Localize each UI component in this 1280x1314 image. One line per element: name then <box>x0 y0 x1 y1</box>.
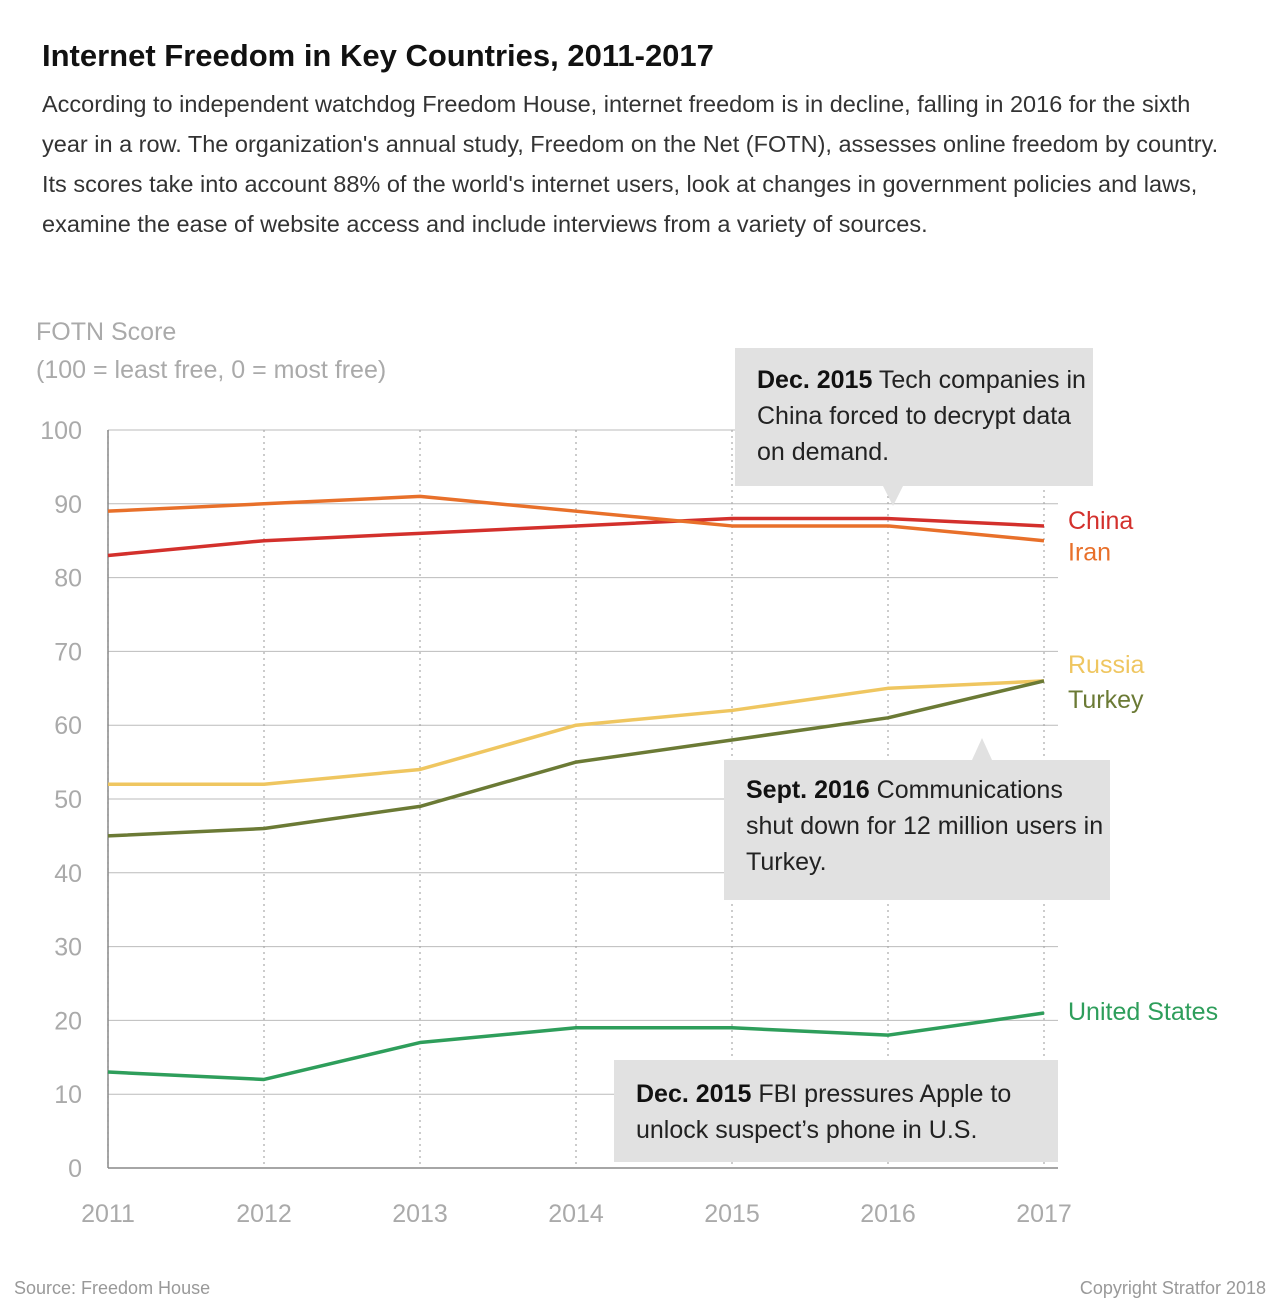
source: Source: Freedom House <box>14 1278 211 1298</box>
series-line <box>108 679 1045 786</box>
y-axis-label: FOTN Score <box>36 318 176 346</box>
annotation: Dec. 2015 FBI pressures Apple to unlock … <box>614 1060 1058 1162</box>
x-tick-label: 2013 <box>392 1200 448 1228</box>
series-label: United States <box>1068 998 1218 1026</box>
x-tick-label: 2015 <box>704 1200 760 1228</box>
y-tick-label: 50 <box>54 786 82 814</box>
annotation-date: Sept. 2016 <box>746 776 870 804</box>
copyright: Copyright Stratfor 2018 <box>1079 1278 1266 1298</box>
chart-title: Internet Freedom in Key Countries, 2011-… <box>42 38 714 73</box>
series-line <box>107 494 1045 543</box>
annotation: Dec. 2015 Tech companies in China forced… <box>735 348 1093 486</box>
x-tick-label: 2012 <box>236 1200 292 1228</box>
y-tick-label: 0 <box>68 1155 82 1183</box>
series-label: China <box>1068 507 1133 535</box>
y-tick-label: 90 <box>54 491 82 519</box>
x-tick-label: 2014 <box>548 1200 604 1228</box>
x-tick-label: 2011 <box>81 1200 135 1228</box>
y-tick-label: 30 <box>54 934 82 962</box>
series-label: Russia <box>1068 651 1145 679</box>
y-tick-label: 70 <box>54 638 82 666</box>
series-label: Turkey <box>1068 686 1144 714</box>
annotation-text: Tech companies in China forced to decryp… <box>757 366 1086 466</box>
annotation-date: Dec. 2015 <box>757 366 873 394</box>
x-tick-label: 2017 <box>1016 1200 1072 1228</box>
y-tick-label: 20 <box>54 1007 82 1035</box>
y-tick-label: 40 <box>54 860 82 888</box>
y-tick-label: 60 <box>54 712 82 740</box>
series-line <box>107 516 1045 558</box>
annotation-date: Dec. 2015 <box>636 1080 752 1108</box>
series-label: Iran <box>1068 539 1111 567</box>
annotation-text: FBI pressures Apple to unlock suspect’s … <box>636 1080 1012 1144</box>
y-tick-label: 10 <box>54 1081 82 1109</box>
chart-subtitle: According to independent watchdog Freedo… <box>42 91 1219 237</box>
annotation-text: Communications shut down for 12 million … <box>746 776 1104 876</box>
x-tick-label: 2016 <box>860 1200 916 1228</box>
annotation: Sept. 2016 Communications shut down for … <box>724 760 1110 900</box>
y-axis-note: (100 = least free, 0 = most free) <box>36 356 386 384</box>
series-line <box>107 1011 1045 1082</box>
y-tick-label: 80 <box>54 565 82 593</box>
series-line <box>107 679 1045 838</box>
y-tick-label: 100 <box>40 417 82 445</box>
